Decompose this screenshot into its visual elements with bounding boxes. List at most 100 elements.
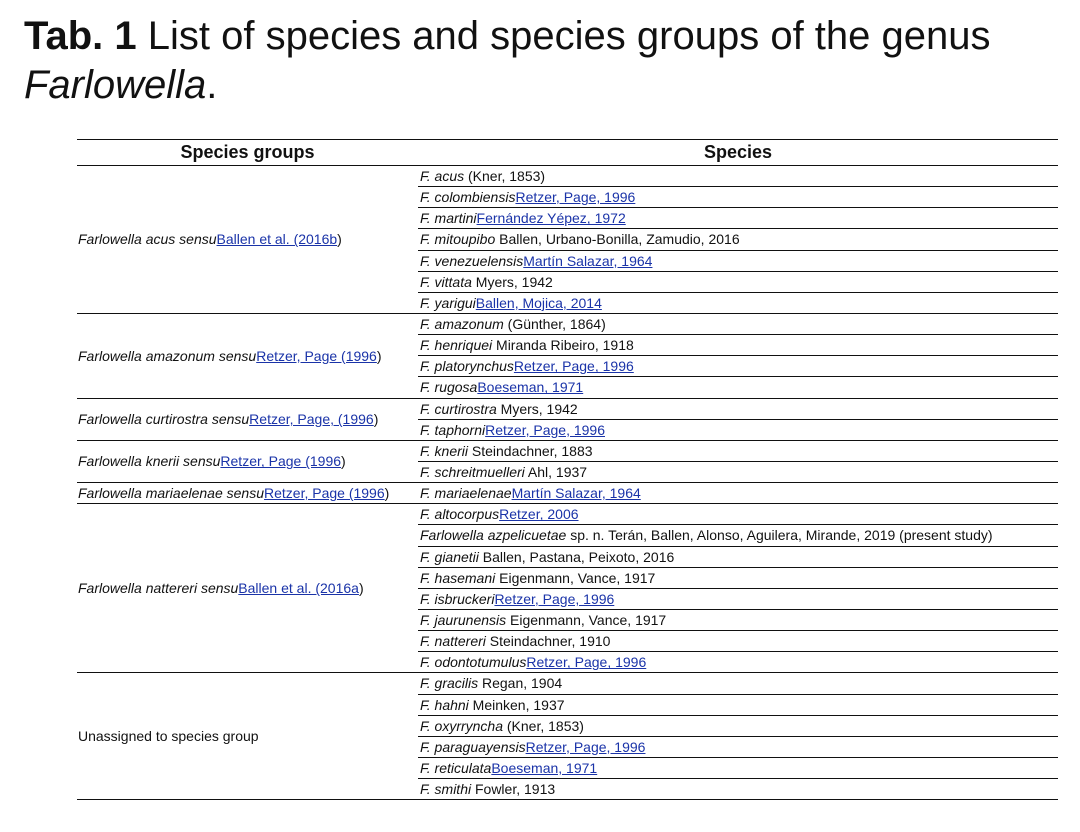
species-cell: F. smithi Fowler, 1913: [418, 778, 1058, 801]
species-authority: sp. n. Terán, Ballen, Alonso, Aguilera, …: [566, 527, 993, 544]
table-row: F. jaurunensis Eigenmann, Vance, 1917: [77, 609, 1058, 632]
group-name: Farlowella curtirostra sensu: [78, 411, 250, 428]
table-row: F. gianetii Ballen, Pastana, Peixoto, 20…: [77, 546, 1058, 568]
species-cell: F. mitoupibo Ballen, Urbano-Bonilla, Zam…: [418, 228, 1058, 251]
species-reference-link[interactable]: Retzer, Page, 1996: [494, 590, 615, 607]
species-name: F. hasemani: [420, 569, 496, 586]
species-name: F. taphorni: [420, 421, 486, 438]
caption-genus: Farlowella: [24, 63, 207, 107]
species-cell: F. altocorpusRetzer, 2006: [418, 503, 1058, 526]
species-cell: F. gracilis Regan, 1904: [418, 672, 1058, 695]
table-row: Farlowella acus sensuBallen et al. (2016…: [77, 165, 1058, 314]
table-row: F. hahni Meinken, 1937: [77, 694, 1058, 716]
group-reference-link[interactable]: Retzer, Page (1996: [264, 485, 385, 502]
group-reference-close: ): [373, 411, 379, 428]
species-name: F. vittata: [420, 273, 472, 290]
species-reference-link[interactable]: Martín Salazar, 1964: [523, 252, 653, 269]
group-name: Farlowella nattereri sensu: [78, 580, 239, 597]
species-authority: Fowler, 1913: [471, 781, 556, 798]
species-cell: F. hahni Meinken, 1937: [418, 694, 1058, 716]
species-name: F. henriquei: [420, 337, 493, 354]
header-species: Species: [418, 139, 1058, 166]
table-row: F. odontotumulusRetzer, Page, 1996: [77, 651, 1058, 674]
species-name: F. mitoupibo: [420, 231, 496, 248]
table-row: F. yariguiBallen, Mojica, 2014: [77, 292, 1058, 314]
species-cell: F. platorynchusRetzer, Page, 1996: [418, 355, 1058, 378]
species-cell: F. henriquei Miranda Ribeiro, 1918: [418, 334, 1058, 357]
table-row: F. smithi Fowler, 1913: [77, 778, 1058, 801]
species-name: F. gracilis: [420, 675, 479, 692]
species-reference-link[interactable]: Retzer, Page, 1996: [485, 421, 605, 438]
table-row: Farlowella amazonum sensuRetzer, Page (1…: [77, 313, 1058, 399]
species-group-cell: Farlowella acus sensuBallen et al. (2016…: [77, 165, 418, 314]
species-cell: F. colombiensisRetzer, Page, 1996: [418, 186, 1058, 209]
species-name: F. martini: [420, 210, 477, 227]
species-reference-link[interactable]: Fernández Yépez, 1972: [476, 210, 626, 227]
species-name: F. oxyrryncha: [420, 717, 503, 734]
species-cell: F. mariaelenaeMartín Salazar, 1964: [418, 482, 1058, 505]
group-reference-link[interactable]: Retzer, Page (1996: [256, 347, 377, 364]
table-row: F. platorynchusRetzer, Page, 1996: [77, 355, 1058, 378]
table-row: F. hasemani Eigenmann, Vance, 1917: [77, 567, 1058, 589]
species-name: F. colombiensis: [420, 189, 516, 206]
table-row: F. henriquei Miranda Ribeiro, 1918: [77, 334, 1058, 357]
species-reference-link[interactable]: Boeseman, 1971: [477, 379, 584, 396]
species-cell: F. curtirostra Myers, 1942: [418, 398, 1058, 420]
species-cell: F. venezuelensisMartín Salazar, 1964: [418, 250, 1058, 272]
species-reference-link[interactable]: Ballen, Mojica, 2014: [475, 294, 602, 311]
species-name: F. rugosa: [420, 379, 478, 396]
species-name: F. hahni: [420, 696, 469, 713]
species-authority: Myers, 1942: [471, 273, 553, 290]
species-group-cell: Farlowella curtirostra sensuRetzer, Page…: [77, 398, 418, 441]
caption-label: Tab. 1: [24, 14, 137, 58]
group-reference-link[interactable]: Ballen et al. (2016b: [216, 231, 338, 248]
group-name: Farlowella mariaelenae sensu: [78, 485, 264, 502]
species-cell: F. paraguayensisRetzer, Page, 1996: [418, 736, 1058, 758]
species-table-container: Species groups Species Farlowella acus s…: [77, 139, 1058, 801]
species-group-cell: Farlowella amazonum sensuRetzer, Page (1…: [77, 313, 418, 399]
species-reference-link[interactable]: Retzer, Page, 1996: [525, 738, 646, 755]
table-row: F. taphorniRetzer, Page, 1996: [77, 419, 1058, 441]
species-cell: F. oxyrryncha (Kner, 1853): [418, 715, 1058, 737]
species-cell: F. isbruckeriRetzer, Page, 1996: [418, 588, 1058, 610]
group-reference-close: ): [376, 347, 382, 364]
table-row: F. nattereri Steindachner, 1910: [77, 630, 1058, 653]
species-group-cell: Farlowella knerii sensuRetzer, Page (199…: [77, 440, 418, 484]
species-cell: Farlowella azpelicuetae sp. n. Terán, Ba…: [418, 524, 1058, 547]
group-reference-close: ): [358, 580, 364, 597]
species-reference-link[interactable]: Retzer, Page, 1996: [513, 358, 634, 375]
species-reference-link[interactable]: Retzer, 2006: [499, 506, 579, 523]
species-cell: F. yariguiBallen, Mojica, 2014: [418, 292, 1058, 314]
table-row: F. vittata Myers, 1942: [77, 271, 1058, 293]
table-row: Farlowella knerii sensuRetzer, Page (199…: [77, 440, 1058, 484]
species-reference-link[interactable]: Retzer, Page, 1996: [515, 189, 636, 206]
species-authority: Regan, 1904: [478, 675, 563, 692]
species-authority: (Kner, 1853): [464, 168, 546, 185]
species-authority: Ballen, Pastana, Peixoto, 2016: [478, 548, 675, 565]
species-name: F. nattereri: [420, 633, 486, 650]
table-row: F. paraguayensisRetzer, Page, 1996: [77, 736, 1058, 758]
species-group-cell: Unassigned to species group: [77, 672, 418, 801]
species-cell: F. acus (Kner, 1853): [418, 165, 1058, 188]
species-authority: Steindachner, 1883: [467, 442, 593, 459]
species-name: F. odontotumulus: [420, 654, 527, 671]
group-name: Farlowella amazonum sensu: [78, 347, 257, 364]
caption-end: .: [206, 63, 218, 107]
species-table: Species groups Species Farlowella acus s…: [77, 139, 1058, 801]
species-name: F. curtirostra: [420, 400, 497, 417]
species-cell: F. taphorniRetzer, Page, 1996: [418, 419, 1058, 441]
group-reference-link[interactable]: Retzer, Page (1996: [220, 453, 342, 470]
table-row: F. schreitmuelleri Ahl, 1937: [77, 461, 1058, 484]
group-reference-link[interactable]: Retzer, Page, (1996: [249, 411, 374, 428]
species-name: F. gianetii: [420, 548, 479, 565]
species-authority: Miranda Ribeiro, 1918: [492, 337, 634, 354]
species-group-cell: Farlowella nattereri sensuBallen et al. …: [77, 503, 418, 674]
group-reference-close: ): [337, 231, 342, 248]
species-name: F. reticulata: [420, 760, 492, 776]
species-reference-link[interactable]: Martín Salazar, 1964: [511, 485, 641, 502]
species-group-cell: Farlowella mariaelenae sensuRetzer, Page…: [77, 482, 418, 505]
species-name: F. yarigui: [420, 294, 476, 311]
group-reference-link[interactable]: Ballen et al. (2016a: [238, 580, 359, 597]
species-reference-link[interactable]: Retzer, Page, 1996: [526, 654, 647, 671]
species-reference-link[interactable]: Boeseman, 1971: [491, 760, 598, 776]
